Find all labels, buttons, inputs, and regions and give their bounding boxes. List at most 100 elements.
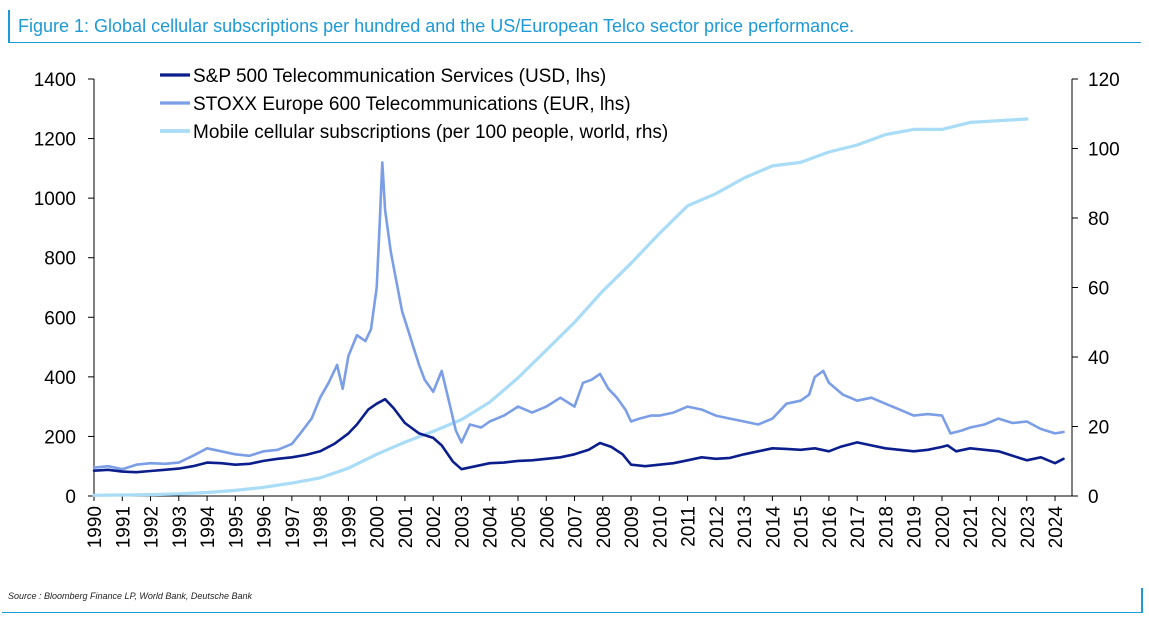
data-point	[602, 290, 604, 292]
data-point	[545, 405, 548, 408]
data-point	[319, 477, 321, 479]
data-point	[276, 458, 279, 460]
data-point	[686, 405, 689, 408]
x-tick-label: 1996	[255, 506, 276, 548]
x-tick-label: 2009	[622, 506, 643, 548]
data-point	[395, 280, 398, 283]
left-tick-label: 1000	[34, 189, 76, 210]
data-point	[401, 310, 403, 313]
data-point	[517, 460, 519, 462]
data-point	[624, 408, 627, 411]
data-point	[941, 446, 943, 448]
data-point	[997, 450, 1000, 453]
data-point	[135, 471, 138, 474]
data-point	[983, 449, 986, 451]
data-point	[969, 121, 971, 124]
legend-label-2: Mobile cellular subscriptions (per 100 p…	[193, 122, 668, 143]
data-point	[234, 489, 237, 492]
series-layer	[92, 117, 1065, 497]
data-point	[686, 205, 689, 207]
data-point	[1011, 455, 1014, 457]
x-tick-label: 1999	[339, 506, 360, 548]
data-point	[375, 402, 378, 405]
footer-bar: Source : Bloomberg Finance LP, World Ban…	[2, 588, 1143, 613]
data-point	[927, 413, 929, 415]
data-point	[440, 370, 443, 372]
data-point	[650, 414, 652, 417]
data-point	[121, 494, 124, 496]
data-point	[432, 437, 435, 439]
data-point	[93, 469, 95, 472]
data-point	[262, 486, 265, 489]
data-point	[573, 453, 576, 456]
data-point	[206, 461, 208, 464]
left-tick-label: 1200	[34, 130, 76, 151]
data-point	[969, 426, 971, 429]
data-point	[785, 448, 788, 450]
data-point	[206, 447, 208, 450]
data-point	[474, 465, 477, 468]
data-point	[503, 461, 505, 464]
left-tick-label: 800	[44, 249, 76, 270]
x-tick-label: 2005	[509, 506, 530, 548]
left-tick-label: 1400	[34, 70, 76, 91]
data-point	[423, 379, 426, 381]
data-point	[799, 399, 802, 402]
data-point	[93, 466, 95, 469]
data-point	[559, 396, 562, 399]
data-point	[884, 133, 887, 136]
data-point	[206, 491, 208, 494]
data-point	[743, 420, 745, 423]
data-point	[941, 128, 943, 131]
data-point	[715, 192, 717, 195]
data-point	[814, 447, 816, 450]
data-point	[319, 450, 321, 453]
data-point	[488, 462, 491, 465]
data-point	[291, 482, 293, 484]
data-point	[573, 321, 576, 324]
data-point	[941, 414, 943, 417]
data-point	[262, 460, 265, 462]
data-point	[729, 457, 731, 459]
data-point	[412, 346, 415, 348]
data-point	[291, 456, 293, 459]
data-point	[469, 423, 471, 426]
data-point	[220, 462, 222, 465]
data-point	[121, 470, 124, 473]
x-tick-label: 2004	[481, 506, 502, 549]
data-point	[121, 468, 124, 471]
data-point	[299, 432, 302, 435]
data-point	[440, 444, 443, 447]
data-point	[1054, 432, 1056, 435]
source-note: Source : Bloomberg Finance LP, World Ban…	[8, 591, 252, 601]
x-tick-label: 2017	[848, 506, 869, 548]
legend-label-1: STOXX Europe 600 Telecommunications (EUR…	[193, 94, 631, 115]
x-tick-label: 2006	[537, 506, 558, 548]
data-point	[757, 450, 759, 453]
data-point	[384, 209, 386, 211]
data-point	[310, 417, 313, 420]
x-tick-label: 2019	[905, 506, 926, 548]
legend: S&P 500 Telecommunication Services (USD,…	[160, 66, 668, 143]
data-point	[983, 423, 986, 426]
data-point	[333, 443, 336, 445]
data-point	[1054, 462, 1056, 465]
data-point	[870, 396, 873, 399]
data-point	[856, 144, 858, 146]
x-tick-label: 2007	[566, 506, 587, 548]
data-point	[961, 429, 963, 432]
data-point	[1026, 118, 1028, 120]
data-point	[220, 450, 222, 453]
series-line-2	[92, 117, 1029, 497]
data-point	[378, 227, 381, 229]
data-point	[828, 382, 830, 384]
data-point	[559, 456, 562, 459]
plot-axes: 0 200 400 600 800 1000 1200 1400 0 20 40 60 80 100 120…	[34, 70, 1120, 548]
data-point	[630, 463, 632, 466]
x-tick-label: 1998	[311, 506, 332, 548]
data-point	[455, 429, 457, 432]
data-point	[771, 165, 774, 167]
title-bar: Figure 1: Global cellular subscriptions …	[8, 10, 1141, 43]
data-point	[531, 459, 533, 462]
data-point	[944, 420, 946, 423]
